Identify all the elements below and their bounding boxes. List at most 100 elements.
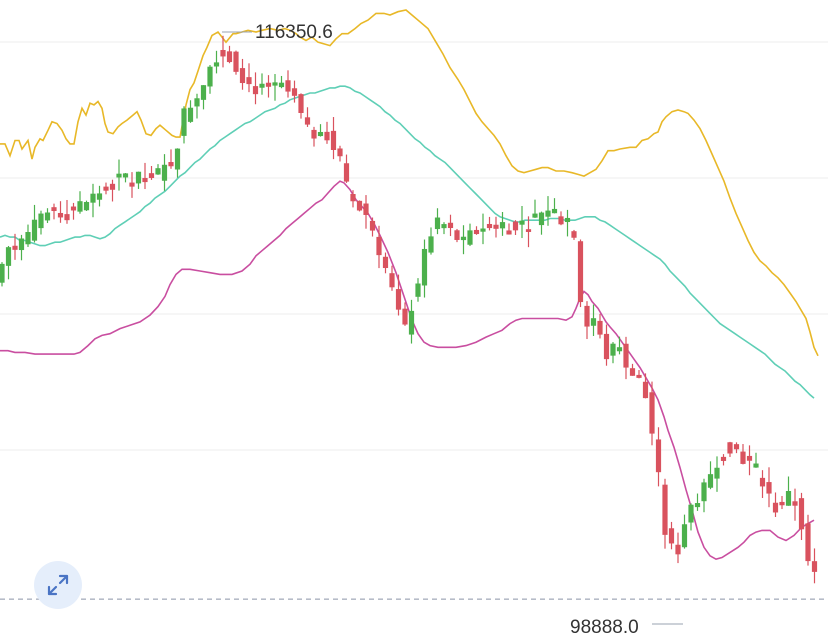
candle: [525, 216, 532, 248]
candle: [564, 209, 571, 237]
candle: [0, 262, 5, 287]
candle-body: [590, 318, 597, 326]
candles: [0, 35, 818, 584]
candle: [532, 199, 538, 218]
candle: [168, 149, 174, 169]
candle: [655, 427, 662, 487]
candle: [434, 208, 441, 235]
candle-body: [57, 212, 64, 218]
candle: [135, 171, 142, 189]
candle: [259, 73, 265, 95]
candle-body: [161, 164, 168, 181]
candle: [311, 126, 317, 147]
candle: [369, 217, 376, 237]
candle-body: [434, 217, 441, 230]
candle: [746, 445, 753, 476]
candle: [798, 492, 805, 541]
candle: [408, 299, 415, 344]
candle-body: [207, 66, 213, 87]
candle-body: [785, 490, 792, 506]
candle: [558, 211, 564, 226]
candle-body: [181, 108, 187, 136]
candle: [395, 274, 402, 316]
candle-body: [330, 130, 337, 151]
candle-body: [805, 523, 811, 562]
candle: [161, 154, 168, 191]
candle: [779, 496, 785, 510]
candle: [343, 154, 350, 183]
candle: [668, 521, 675, 550]
candle: [330, 117, 337, 160]
candle-body: [642, 381, 649, 399]
candle-body: [220, 49, 226, 57]
candle-body: [759, 477, 766, 487]
candle: [506, 223, 512, 235]
candle: [610, 342, 616, 364]
candle: [181, 106, 187, 144]
candle-body: [720, 456, 727, 461]
candle-body: [226, 51, 233, 63]
candle: [122, 172, 129, 183]
candle: [194, 93, 200, 119]
candle: [363, 195, 369, 229]
candle-body: [395, 289, 402, 310]
candle-body: [337, 148, 343, 157]
candle: [486, 216, 493, 231]
candle: [12, 233, 18, 260]
candle: [129, 172, 135, 198]
candle: [701, 478, 707, 513]
candle: [382, 252, 389, 274]
candle-body: [402, 308, 408, 325]
candle: [785, 476, 792, 506]
candle: [207, 65, 213, 94]
candle-body: [324, 131, 330, 141]
candle-body: [155, 168, 161, 175]
candle-body: [668, 528, 675, 544]
candle-body: [285, 80, 291, 92]
candle-body: [0, 263, 5, 283]
candle: [116, 159, 122, 191]
candle-body: [278, 82, 285, 88]
bollinger-bands: [0, 9, 819, 561]
candle-body: [12, 245, 18, 250]
candle-body: [558, 216, 564, 225]
candle-body: [103, 186, 109, 191]
candle-body: [428, 236, 434, 253]
candle-body: [246, 77, 252, 85]
candle: [291, 80, 298, 103]
candle-body: [64, 214, 70, 221]
candle-body: [655, 439, 662, 473]
candle-body: [148, 173, 155, 178]
candle: [246, 63, 252, 93]
candle: [629, 363, 636, 376]
high-price-label: 116350.6: [255, 22, 333, 43]
candle: [31, 204, 38, 243]
candle-body: [701, 482, 707, 502]
candle: [597, 313, 603, 339]
candle: [298, 93, 304, 119]
candle-body: [96, 193, 103, 200]
candle: [415, 278, 421, 302]
candle: [337, 145, 343, 162]
candle: [304, 107, 311, 127]
candle: [720, 454, 727, 466]
candle-body: [779, 501, 785, 506]
candle: [707, 461, 714, 490]
candle-body: [5, 247, 12, 266]
candle: [252, 72, 259, 105]
candle-body: [486, 223, 493, 229]
candle: [740, 444, 746, 465]
candle-body: [265, 82, 272, 87]
candle-body: [460, 236, 467, 241]
candle: [77, 191, 83, 214]
candle: [441, 222, 447, 235]
low-price-label: 98888.0: [570, 617, 639, 638]
candle-body: [545, 210, 551, 217]
candle: [733, 442, 740, 454]
candle-body: [408, 310, 415, 335]
candle-body: [551, 208, 558, 214]
candle: [324, 121, 330, 144]
candle-body: [694, 503, 701, 508]
expand-chart-button[interactable]: [34, 561, 82, 609]
